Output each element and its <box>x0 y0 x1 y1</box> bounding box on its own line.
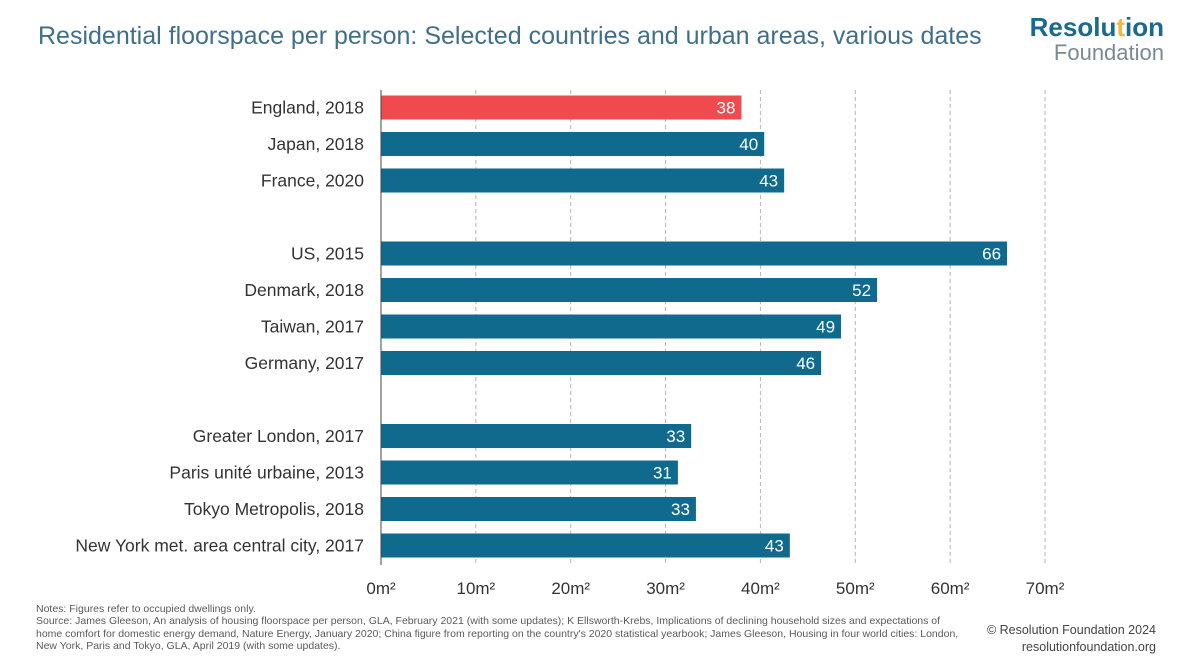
data-label-4: 52 <box>852 281 871 300</box>
x-tick-label-20: 20m² <box>551 579 590 598</box>
copyright-block: © Resolution Foundation 2024 resolutionf… <box>987 622 1156 656</box>
x-tick-label-70: 70m² <box>1026 579 1065 598</box>
notes-text: Notes: Figures refer to occupied dwellin… <box>36 603 256 615</box>
category-label-0: England, 2018 <box>251 98 364 118</box>
resolution-foundation-logo: Resolution Foundation <box>1030 12 1164 64</box>
bar-0 <box>381 95 742 120</box>
x-tick-label-0: 0m² <box>366 579 396 598</box>
category-label-8: Paris unité urbaine, 2013 <box>169 463 364 483</box>
bar-8 <box>381 460 678 485</box>
data-label-0: 38 <box>717 99 736 118</box>
chart-title: Residential floorspace per person: Selec… <box>38 22 982 50</box>
data-label-6: 46 <box>796 354 815 373</box>
logo-wordmark-top: Resolution <box>1029 12 1164 42</box>
category-label-5: Taiwan, 2017 <box>261 317 364 337</box>
bar-1 <box>381 132 765 156</box>
data-label-5: 49 <box>816 318 835 337</box>
copyright-text: © Resolution Foundation 2024 <box>986 623 1156 637</box>
data-label-9: 33 <box>671 500 690 519</box>
source-text: Source: James Gleeson, An analysis of ho… <box>36 615 959 653</box>
x-tick-label-30: 30m² <box>646 579 685 598</box>
bar-3 <box>381 241 1008 266</box>
website-link[interactable]: resolutionfoundation.org <box>1021 640 1156 654</box>
bar-6 <box>381 351 822 375</box>
x-tick-label-40: 40m² <box>741 579 780 598</box>
logo-wordmark-bottom: Foundation <box>1053 40 1164 65</box>
category-label-3: US, 2015 <box>291 244 364 264</box>
bar-2 <box>381 168 785 193</box>
chart-footnotes: Notes: Figures refer to occupied dwellin… <box>36 603 966 653</box>
data-label-1: 40 <box>739 135 758 154</box>
bar-chart: 38 England, 2018 40 Japan, 2018 43 France, 20… <box>75 90 1065 598</box>
x-tick-label-50: 50m² <box>836 579 875 598</box>
category-label-6: Germany, 2017 <box>245 353 364 373</box>
category-label-10: New York met. area central city, 2017 <box>75 536 364 556</box>
bar-10 <box>381 533 790 558</box>
data-label-2: 43 <box>759 172 778 191</box>
bar-9 <box>381 497 696 521</box>
x-tick-label-10: 10m² <box>456 579 495 598</box>
bar-7 <box>381 424 692 448</box>
data-label-7: 33 <box>666 427 685 446</box>
data-label-3: 66 <box>982 245 1001 264</box>
data-label-10: 43 <box>765 537 784 556</box>
x-tick-label-60: 60m² <box>931 579 970 598</box>
bar-5 <box>381 314 842 339</box>
category-label-7: Greater London, 2017 <box>193 426 364 446</box>
category-label-2: France, 2020 <box>261 171 364 191</box>
category-label-4: Denmark, 2018 <box>244 280 364 300</box>
data-label-8: 31 <box>653 464 672 483</box>
category-label-1: Japan, 2018 <box>268 134 364 154</box>
category-label-9: Tokyo Metropolis, 2018 <box>184 499 364 519</box>
bar-4 <box>381 278 878 302</box>
